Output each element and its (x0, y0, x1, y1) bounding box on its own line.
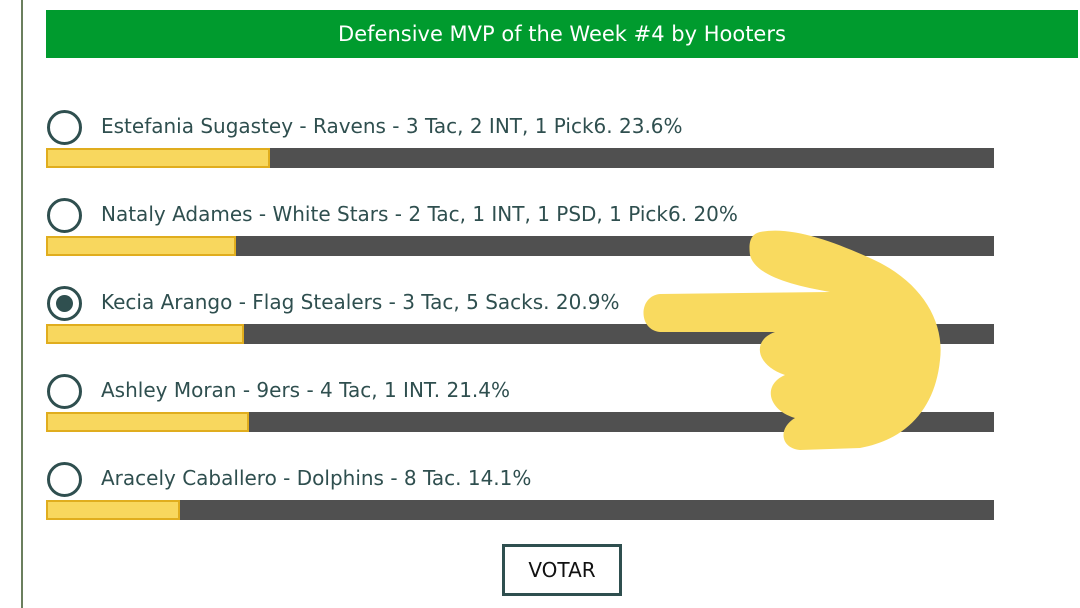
option-percent: 20% (693, 202, 738, 226)
result-bar (46, 236, 236, 256)
poll-title: Defensive MVP of the Week #4 by Hooters (46, 10, 1078, 58)
option-label: Nataly Adames - White Stars - 2 Tac, 1 I… (101, 200, 738, 228)
radio-button[interactable] (47, 110, 82, 145)
option-label: Estefania Sugastey - Ravens - 3 Tac, 2 I… (101, 112, 683, 140)
result-bar (46, 148, 270, 168)
option-text: Estefania Sugastey - Ravens - 3 Tac, 2 I… (101, 114, 613, 138)
option-percent: 14.1% (467, 466, 532, 490)
option-text: Kecia Arango - Flag Stealers - 3 Tac, 5 … (101, 290, 550, 314)
poll-option: Ashley Moran - 9ers - 4 Tac, 1 INT. 21.4… (46, 374, 994, 462)
radio-button[interactable] (47, 374, 82, 409)
poll-option: Kecia Arango - Flag Stealers - 3 Tac, 5 … (46, 286, 994, 374)
option-text: Aracely Caballero - Dolphins - 8 Tac. (101, 466, 462, 490)
option-text: Ashley Moran - 9ers - 4 Tac, 1 INT. (101, 378, 441, 402)
vote-button[interactable]: VOTAR (502, 544, 622, 596)
option-text: Nataly Adames - White Stars - 2 Tac, 1 I… (101, 202, 688, 226)
radio-button[interactable] (47, 286, 82, 321)
radio-button[interactable] (47, 462, 82, 497)
option-label: Kecia Arango - Flag Stealers - 3 Tac, 5 … (101, 288, 619, 316)
result-bar (46, 412, 249, 432)
side-rule (21, 0, 23, 608)
option-percent: 23.6% (619, 114, 683, 138)
result-track (46, 324, 994, 344)
poll-option: Estefania Sugastey - Ravens - 3 Tac, 2 I… (46, 110, 994, 198)
option-percent: 20.9% (555, 290, 620, 314)
result-track (46, 500, 994, 520)
option-label: Aracely Caballero - Dolphins - 8 Tac. 14… (101, 464, 531, 492)
radio-button[interactable] (47, 198, 82, 233)
poll-option: Aracely Caballero - Dolphins - 8 Tac. 14… (46, 462, 994, 550)
option-label: Ashley Moran - 9ers - 4 Tac, 1 INT. 21.4… (101, 376, 510, 404)
result-bar (46, 324, 245, 344)
option-percent: 21.4% (446, 378, 511, 402)
poll-option: Nataly Adames - White Stars - 2 Tac, 1 I… (46, 198, 994, 286)
result-bar (46, 500, 180, 520)
result-track (46, 148, 994, 168)
result-track (46, 236, 994, 256)
result-track (46, 412, 994, 432)
